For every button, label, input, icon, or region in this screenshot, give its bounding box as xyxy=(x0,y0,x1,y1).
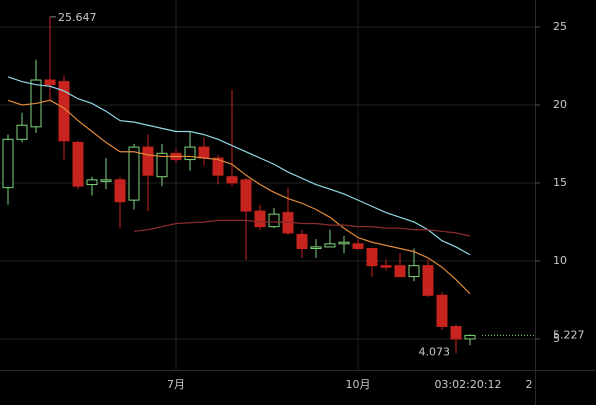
candle-body xyxy=(254,210,266,228)
candle-body xyxy=(156,152,168,178)
candle-body xyxy=(436,294,448,327)
moving-average-line xyxy=(133,219,471,237)
y-tick-label: 15 xyxy=(553,176,567,189)
moving-average-line xyxy=(7,76,471,256)
candle-body xyxy=(2,138,14,189)
last-price-label: 5.227 xyxy=(553,328,585,341)
candle-body xyxy=(352,243,364,249)
candle-body xyxy=(338,241,350,245)
candle-body xyxy=(380,265,392,268)
moving-average-line xyxy=(7,99,471,295)
candle-body xyxy=(324,243,336,248)
candle-body xyxy=(450,325,462,340)
candle-body xyxy=(394,265,406,278)
candle-body xyxy=(268,213,280,228)
candle-body xyxy=(184,146,196,161)
candle-body xyxy=(198,146,210,159)
y-tick-label: 25 xyxy=(553,20,567,33)
candle-body xyxy=(296,233,308,249)
y-tick-label: 20 xyxy=(553,98,567,111)
candle-body xyxy=(86,179,98,186)
candle-body xyxy=(464,334,476,340)
candle-body xyxy=(142,146,154,176)
min-label: 4.073 xyxy=(419,345,451,358)
candle-body xyxy=(128,146,140,201)
candle-body xyxy=(58,81,70,142)
candle-body xyxy=(16,124,28,140)
candle-body xyxy=(226,176,238,184)
candle-body xyxy=(240,179,252,212)
candle-body xyxy=(72,141,84,187)
x-tick-label: 7月 xyxy=(167,378,185,391)
crosshair-label: 03:02:20:12 xyxy=(434,378,501,391)
y-tick-label: 10 xyxy=(553,254,567,267)
candle-body xyxy=(100,179,112,182)
max-label: 25.647 xyxy=(58,11,97,24)
candle-body xyxy=(310,246,322,249)
candle-body xyxy=(114,179,126,203)
candle-body xyxy=(44,79,56,86)
candle-body xyxy=(408,265,420,278)
x-tick-label: 10月 xyxy=(346,378,371,391)
candle-body xyxy=(422,265,434,296)
candle-body xyxy=(212,157,224,176)
y-tick-label: 5 xyxy=(553,332,560,345)
x-edge-label: 2 xyxy=(526,378,533,391)
candle-body xyxy=(366,247,378,267)
